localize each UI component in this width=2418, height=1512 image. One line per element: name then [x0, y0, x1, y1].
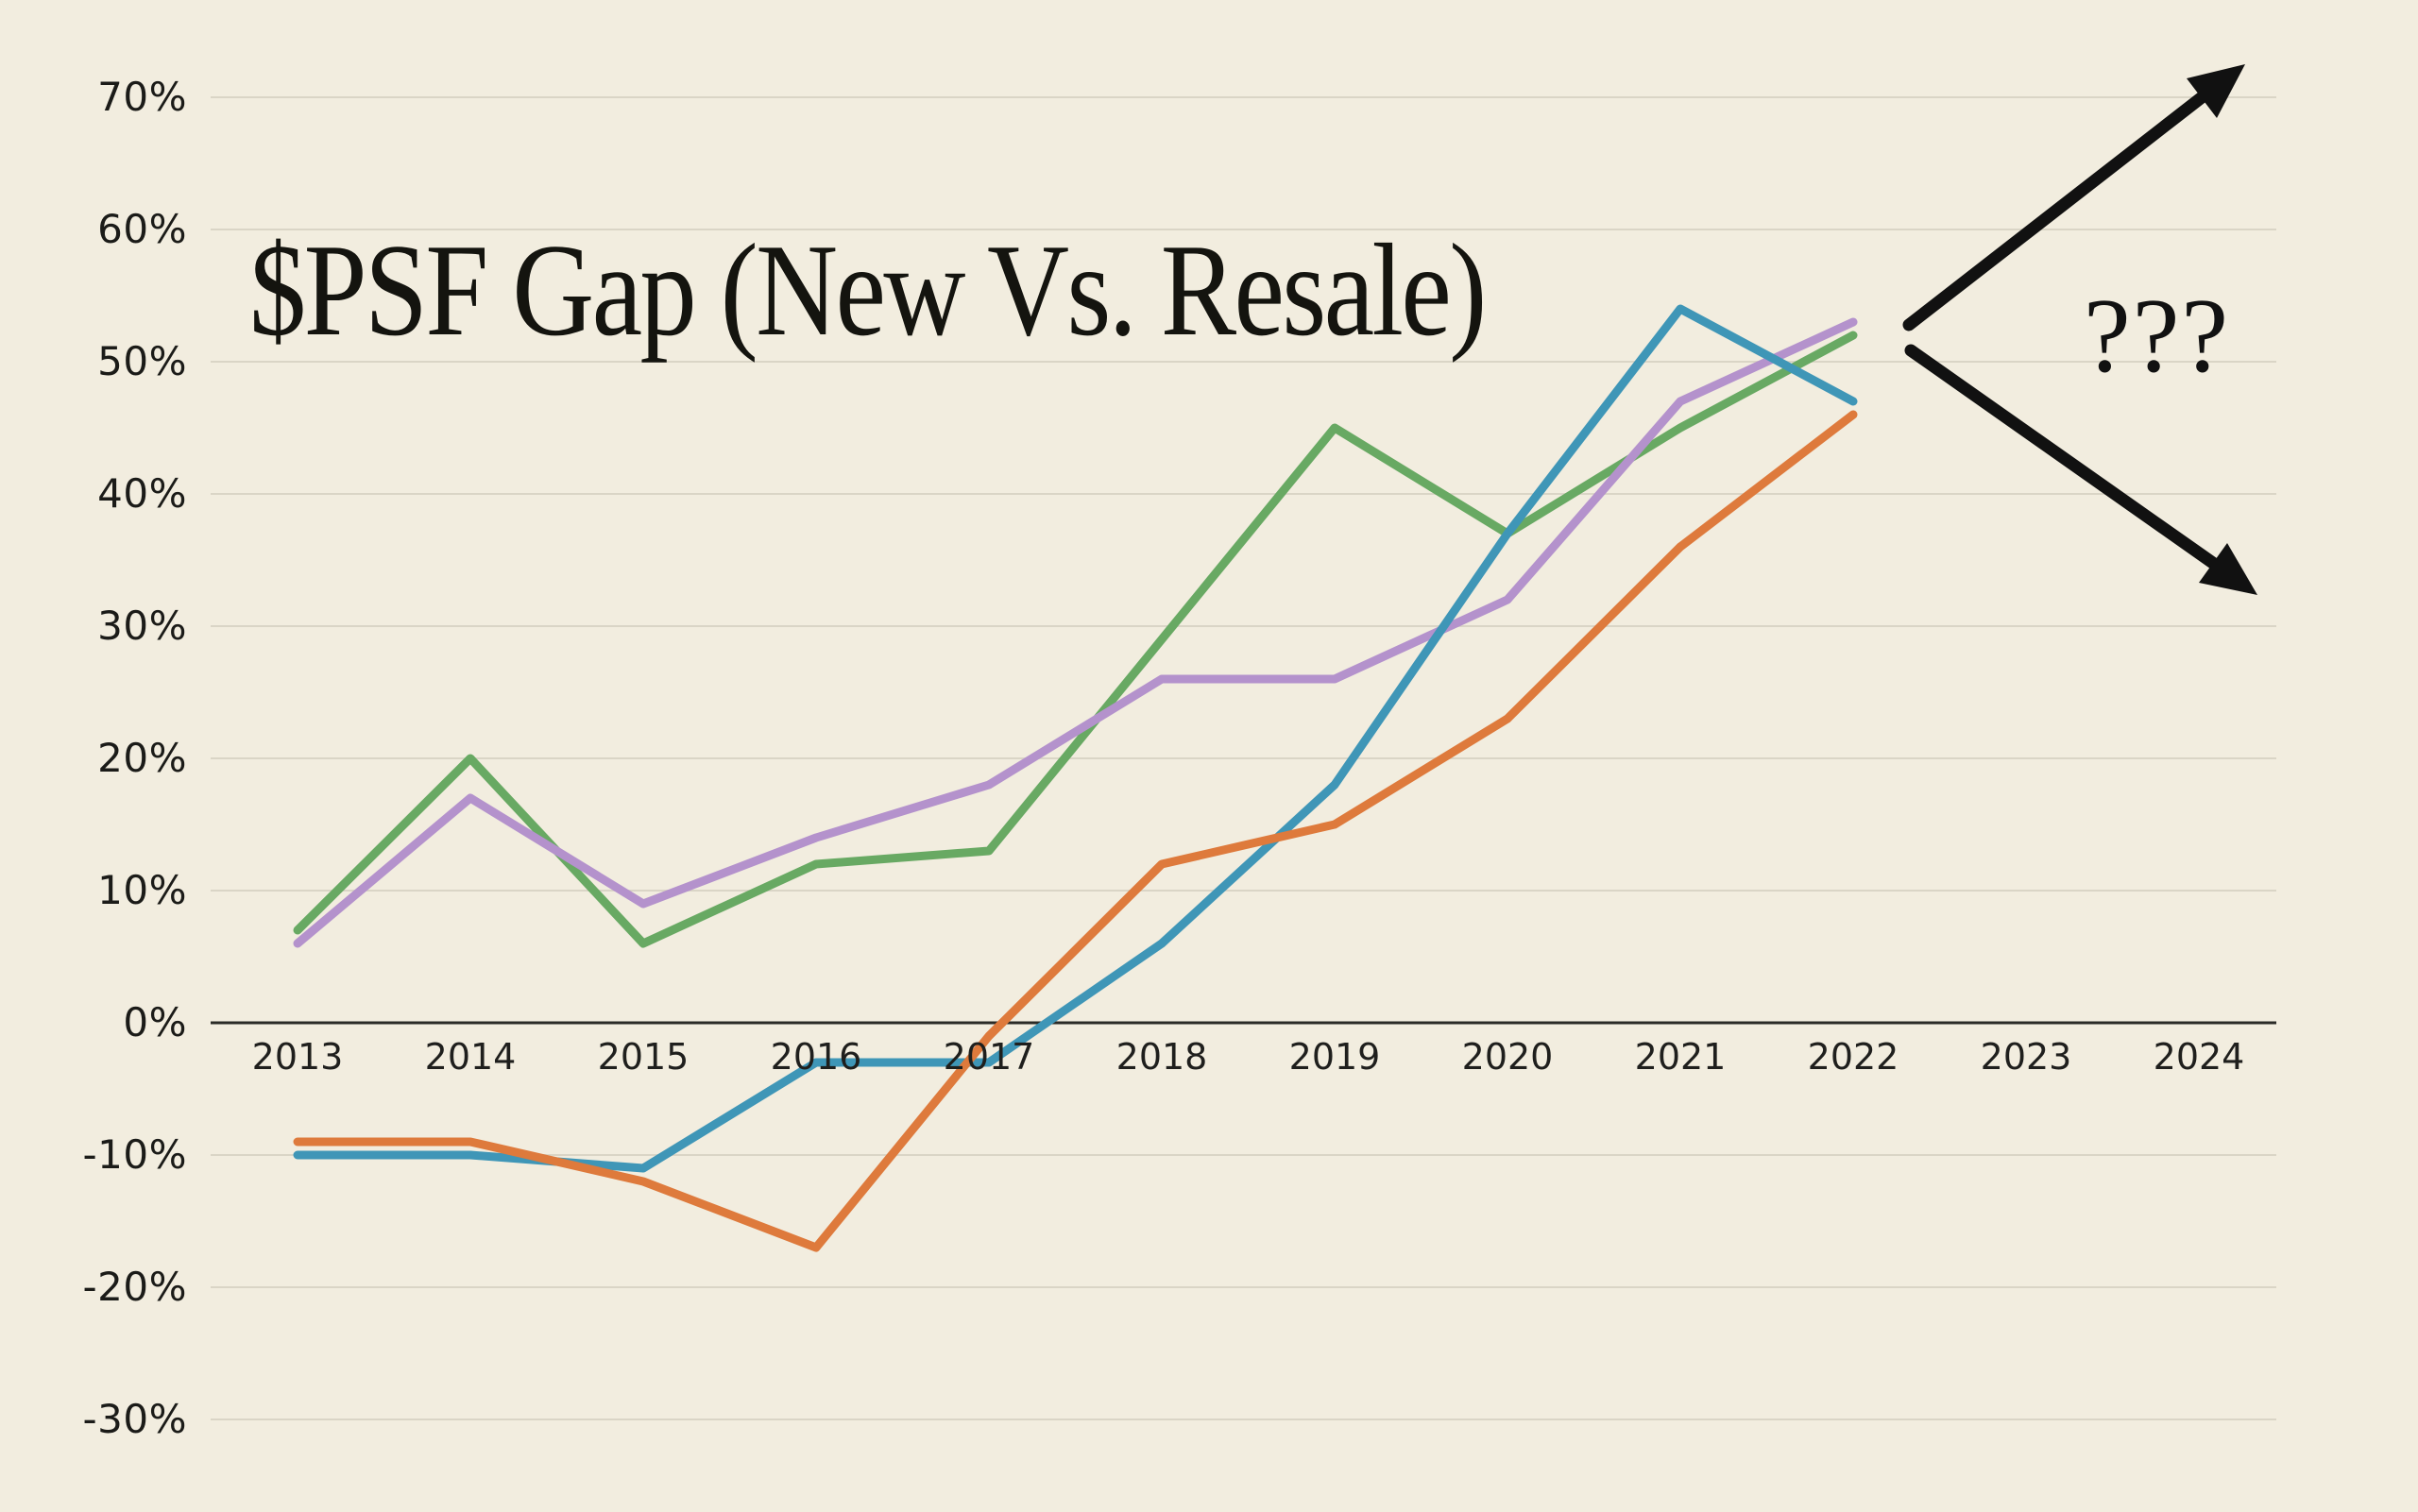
- series-line-purple: [293, 317, 1858, 948]
- y-axis-label: 20%: [97, 735, 187, 781]
- x-axis-label: 2023: [1980, 1036, 2072, 1078]
- down-arrow: [1904, 344, 2223, 572]
- uncertainty-annotation: ???: [2084, 278, 2231, 395]
- x-axis-label: 2017: [943, 1036, 1035, 1078]
- x-axis-label: 2016: [770, 1036, 862, 1078]
- series-line-orange: [293, 410, 1858, 1252]
- up-arrow-head: [2187, 64, 2245, 118]
- y-axis-label: 10%: [97, 867, 187, 913]
- x-axis-label: 2021: [1634, 1036, 1727, 1078]
- chart-title: $PSF Gap (New Vs. Resale): [249, 217, 1487, 364]
- x-axis-label: 2015: [597, 1036, 690, 1078]
- y-axis-label: -30%: [82, 1396, 187, 1442]
- up-arrow: [1902, 88, 2212, 331]
- y-axis-label: 40%: [97, 470, 187, 517]
- y-axis-label: 30%: [97, 603, 187, 649]
- x-axis-label: 2022: [1807, 1036, 1899, 1078]
- y-axis-label: 50%: [97, 338, 187, 384]
- y-axis-label: -10%: [82, 1131, 187, 1178]
- series-lines: [293, 304, 1858, 1252]
- x-axis-label: 2014: [424, 1036, 517, 1078]
- x-axis-label: 2019: [1288, 1036, 1381, 1078]
- x-axis-label: 2020: [1461, 1036, 1554, 1078]
- y-axis-label: 0%: [123, 999, 187, 1045]
- down-arrow-head: [2199, 543, 2257, 595]
- gridlines: [211, 96, 2276, 1420]
- x-axis-label: 2024: [2153, 1036, 2245, 1078]
- series-line-green: [293, 331, 1858, 948]
- annotation-arrows: [1902, 64, 2257, 595]
- y-axis-label: -20%: [82, 1264, 187, 1310]
- x-axis-label: 2013: [251, 1036, 344, 1078]
- y-axis-label: 70%: [97, 74, 187, 120]
- x-axis-label: 2018: [1115, 1036, 1208, 1078]
- y-axis-label: 60%: [97, 206, 187, 252]
